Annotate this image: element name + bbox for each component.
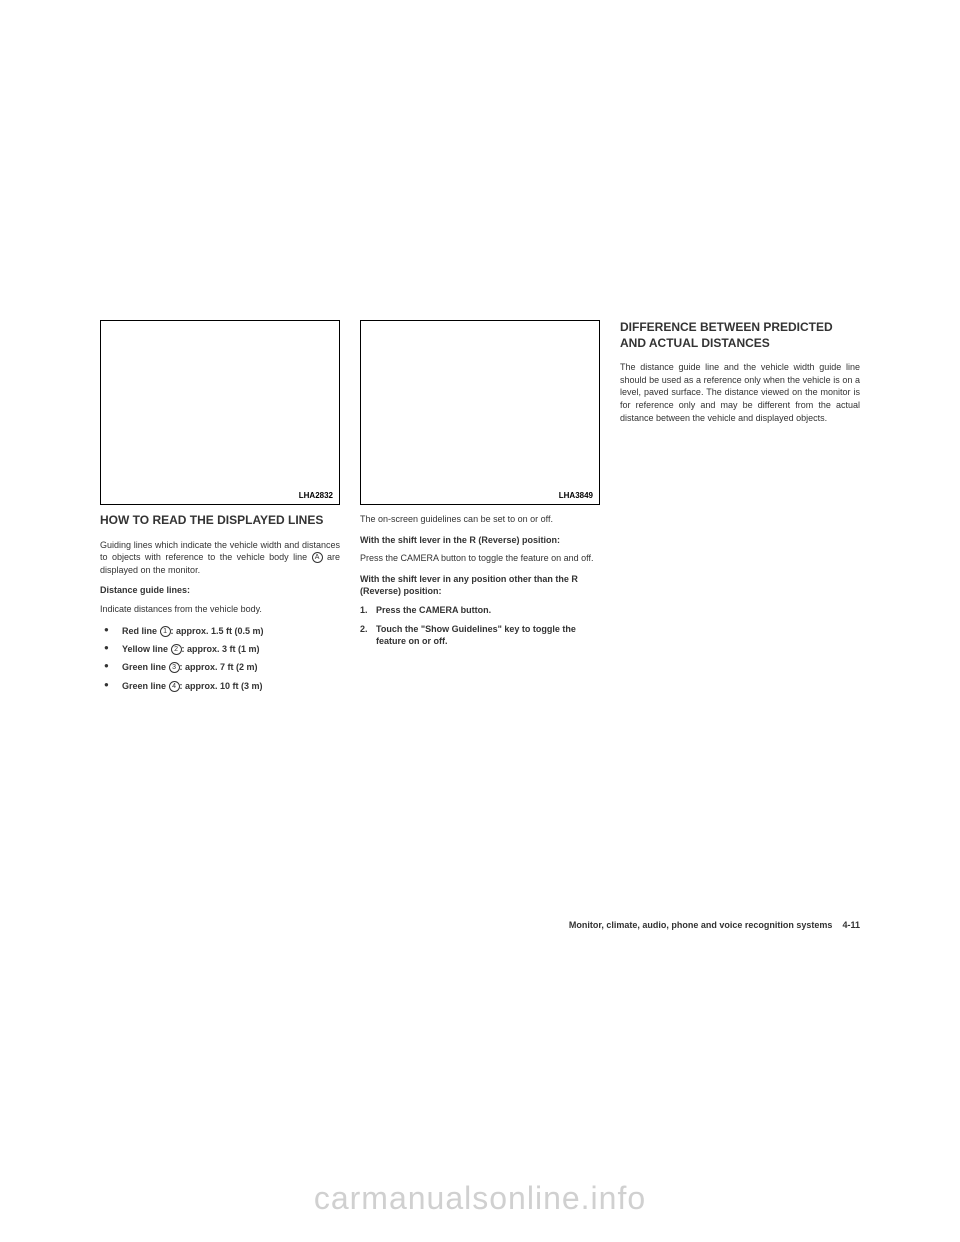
step-item: 1. Press the CAMERA button. xyxy=(376,604,600,617)
bullet-dist: : approx. 10 ft (3 m) xyxy=(180,681,263,691)
col1-subheading: Distance guide lines: xyxy=(100,584,340,597)
col2-para3: Press the CAMERA button to toggle the fe… xyxy=(360,552,600,565)
step-text: Touch the "Show Guidelines" key to toggl… xyxy=(376,624,576,647)
section-heading-3: DIFFERENCE BETWEEN PREDICTED AND ACTUAL … xyxy=(620,320,860,351)
list-item: Red line 1: approx. 1.5 ft (0.5 m) xyxy=(112,624,340,638)
figure-1-label: LHA2832 xyxy=(299,491,333,500)
column-layout: LHA2832 HOW TO READ THE DISPLAYED LINES … xyxy=(100,320,860,703)
bullet-label: Green line xyxy=(122,662,166,672)
watermark: carmanualsonline.info xyxy=(314,1180,646,1217)
bullet-label: Yellow line xyxy=(122,644,168,654)
circle-num: 4 xyxy=(169,681,180,692)
page-footer: Monitor, climate, audio, phone and voice… xyxy=(569,920,860,930)
col2-para2: With the shift lever in the R (Reverse) … xyxy=(360,534,600,547)
section-heading-1: HOW TO READ THE DISPLAYED LINES xyxy=(100,513,340,529)
step-text: Press the CAMERA button. xyxy=(376,605,491,615)
bullet-dist: : approx. 7 ft (2 m) xyxy=(180,662,258,672)
col1-para1-pre: Guiding lines which indicate the vehicle… xyxy=(100,540,340,563)
step-num: 2. xyxy=(360,623,368,636)
steps-list: 1. Press the CAMERA button. 2. Touch the… xyxy=(360,604,600,648)
column-2: LHA3849 The on-screen guidelines can be … xyxy=(360,320,600,703)
page-content: LHA2832 HOW TO READ THE DISPLAYED LINES … xyxy=(100,320,860,703)
circle-num: 2 xyxy=(171,644,182,655)
col2-para4: With the shift lever in any position oth… xyxy=(360,573,600,598)
circle-num: 1 xyxy=(160,626,171,637)
list-item: Green line 3: approx. 7 ft (2 m) xyxy=(112,660,340,674)
col1-para1: Guiding lines which indicate the vehicle… xyxy=(100,539,340,577)
page-number: 4-11 xyxy=(842,920,860,930)
col2-para1: The on-screen guidelines can be set to o… xyxy=(360,513,600,526)
col3-para1: The distance guide line and the vehicle … xyxy=(620,361,860,424)
column-1: LHA2832 HOW TO READ THE DISPLAYED LINES … xyxy=(100,320,340,703)
distance-list: Red line 1: approx. 1.5 ft (0.5 m) Yello… xyxy=(100,624,340,694)
list-item: Green line 4: approx. 10 ft (3 m) xyxy=(112,679,340,693)
bullet-label: Red line xyxy=(122,626,157,636)
bullet-dist: : approx. 3 ft (1 m) xyxy=(182,644,260,654)
circle-letter-a: A xyxy=(312,552,323,563)
bullet-dist: : approx. 1.5 ft (0.5 m) xyxy=(171,626,264,636)
footer-text: Monitor, climate, audio, phone and voice… xyxy=(569,920,833,930)
circle-num: 3 xyxy=(169,662,180,673)
figure-2: LHA3849 xyxy=(360,320,600,505)
step-item: 2. Touch the "Show Guidelines" key to to… xyxy=(376,623,600,648)
column-3: DIFFERENCE BETWEEN PREDICTED AND ACTUAL … xyxy=(620,320,860,703)
figure-1: LHA2832 xyxy=(100,320,340,505)
bullet-label: Green line xyxy=(122,681,166,691)
col1-para2: Indicate distances from the vehicle body… xyxy=(100,603,340,616)
step-num: 1. xyxy=(360,604,368,617)
figure-2-label: LHA3849 xyxy=(559,491,593,500)
list-item: Yellow line 2: approx. 3 ft (1 m) xyxy=(112,642,340,656)
